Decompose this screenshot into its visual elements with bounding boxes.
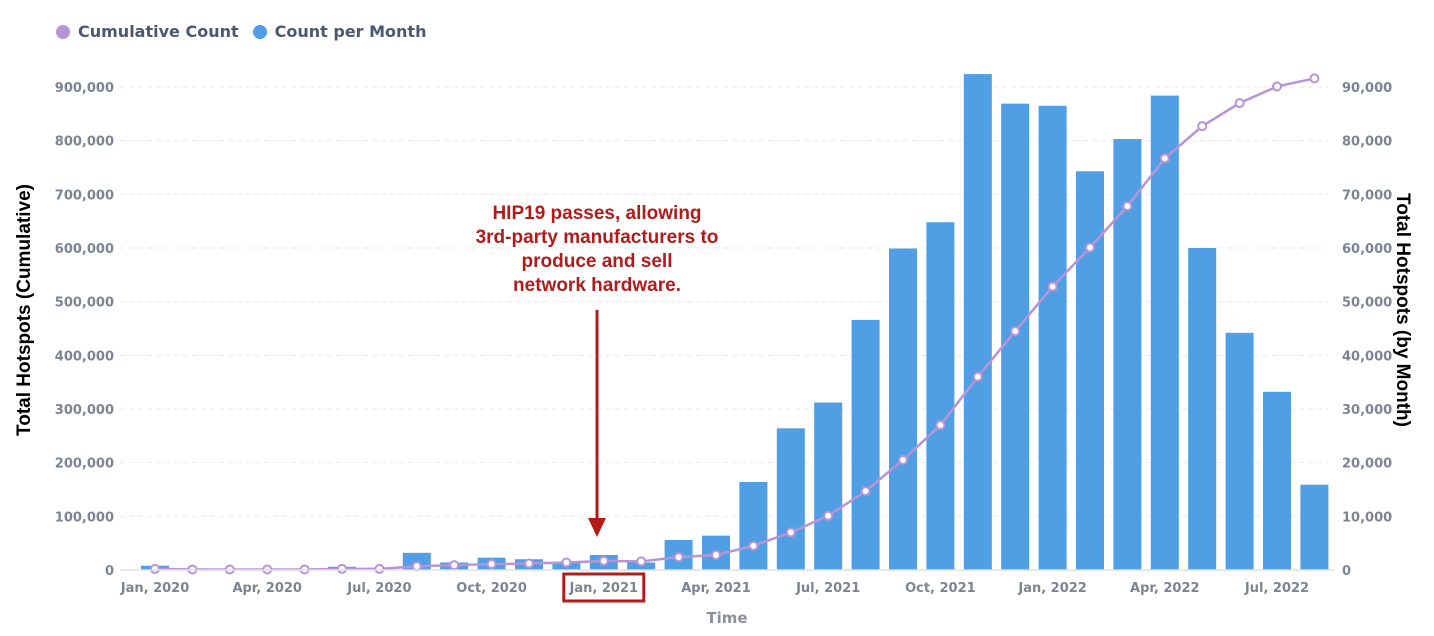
bar bbox=[963, 74, 992, 571]
line-point bbox=[673, 552, 684, 563]
line-point bbox=[524, 558, 534, 569]
line-point bbox=[972, 371, 983, 382]
bar-series-monthly bbox=[141, 74, 1329, 571]
bar bbox=[776, 428, 805, 570]
y-tick-label-right: 0 bbox=[1342, 564, 1351, 579]
x-tick-label: Apr, 2022 bbox=[1130, 581, 1200, 596]
line-point bbox=[1047, 281, 1058, 292]
highlight-box bbox=[562, 572, 646, 603]
annotation: HIP19 passes, allowing 3rd-party manufact… bbox=[476, 203, 719, 537]
y-tick-label-right: 10,000 bbox=[1342, 510, 1392, 525]
line-point bbox=[711, 549, 721, 560]
x-tick-label: Jul, 2020 bbox=[346, 581, 411, 596]
bar bbox=[1188, 248, 1217, 570]
y-tick-label-left: 300,000 bbox=[55, 403, 114, 418]
bar bbox=[1038, 105, 1067, 571]
line-series-cumulative bbox=[150, 73, 1320, 575]
line-point bbox=[1122, 201, 1133, 212]
line-point bbox=[1309, 73, 1320, 84]
y-tick-label-left: 500,000 bbox=[55, 296, 114, 311]
line-point bbox=[411, 561, 422, 572]
line-point bbox=[860, 486, 871, 497]
legend-swatch-cumulative bbox=[56, 24, 70, 39]
legend: Cumulative Count Count per Month bbox=[56, 22, 426, 41]
bar bbox=[1001, 103, 1030, 571]
line-point bbox=[1197, 121, 1208, 132]
gridlines bbox=[120, 86, 1328, 517]
y-tick-label-left: 900,000 bbox=[55, 81, 114, 96]
bar bbox=[1150, 95, 1179, 570]
line-point bbox=[561, 557, 572, 568]
bar bbox=[1300, 484, 1329, 570]
x-axis-label: Time bbox=[706, 609, 747, 627]
line-point bbox=[598, 555, 609, 566]
line-point bbox=[1159, 153, 1170, 164]
bar bbox=[739, 481, 768, 570]
line-point bbox=[898, 454, 908, 465]
x-tick-label: Jan, 2022 bbox=[1017, 581, 1087, 596]
line-point bbox=[748, 540, 759, 551]
annotation-text-line: HIP19 passes, allowing bbox=[492, 203, 701, 224]
legend-label-cumulative: Cumulative Count bbox=[78, 22, 239, 41]
line-point bbox=[1085, 242, 1095, 253]
legend-item-cumulative[interactable]: Cumulative Count bbox=[56, 22, 239, 41]
x-tick-label: Apr, 2020 bbox=[232, 581, 302, 596]
y-tick-label-right: 80,000 bbox=[1342, 135, 1392, 150]
x-tick-label: Apr, 2021 bbox=[681, 581, 751, 596]
x-tick-label: Jul, 2021 bbox=[795, 581, 860, 596]
y-tick-label-right: 90,000 bbox=[1342, 81, 1392, 96]
y-tick-label-left: 700,000 bbox=[55, 188, 114, 203]
x-tick-label: Oct, 2020 bbox=[456, 581, 527, 596]
y-tick-label-right: 20,000 bbox=[1342, 457, 1392, 472]
line-point bbox=[486, 559, 497, 570]
line-point bbox=[337, 563, 347, 574]
y-tick-label-left: 600,000 bbox=[55, 242, 114, 257]
y-tick-label-left: 0 bbox=[105, 564, 114, 579]
bar bbox=[889, 248, 917, 570]
line-point bbox=[1272, 81, 1282, 92]
y-tick-label-left: 200,000 bbox=[55, 457, 114, 472]
line-point bbox=[1234, 98, 1245, 109]
bar bbox=[1263, 391, 1291, 570]
line-point bbox=[935, 420, 946, 431]
y-tick-label-right: 30,000 bbox=[1342, 403, 1392, 418]
x-tick-label: Jul, 2022 bbox=[1244, 581, 1309, 596]
annotation-arrow-head bbox=[588, 518, 606, 537]
legend-label-monthly: Count per Month bbox=[274, 22, 427, 41]
y-tick-label-left: 800,000 bbox=[55, 135, 114, 150]
line-point bbox=[785, 527, 796, 538]
bar bbox=[851, 319, 880, 570]
x-tick-label: Oct, 2021 bbox=[905, 581, 976, 596]
bar bbox=[1076, 171, 1104, 571]
line-point bbox=[1010, 326, 1021, 337]
y-tick-label-right: 60,000 bbox=[1342, 242, 1392, 257]
y-tick-label-left: 400,000 bbox=[55, 349, 114, 364]
line-point bbox=[374, 563, 385, 574]
y-axis-label-right: Total Hotspots (by Month) bbox=[1392, 193, 1413, 427]
line-point bbox=[150, 563, 160, 574]
bar bbox=[926, 222, 955, 571]
y-tick-label-right: 70,000 bbox=[1342, 188, 1392, 203]
line-point bbox=[636, 556, 647, 567]
y-tick-label-right: 40,000 bbox=[1342, 349, 1392, 364]
legend-item-monthly[interactable]: Count per Month bbox=[252, 22, 427, 41]
y-tick-label-right: 50,000 bbox=[1342, 296, 1392, 311]
bar bbox=[814, 402, 843, 570]
bar bbox=[1225, 332, 1254, 570]
y-tick-label-left: 100,000 bbox=[55, 510, 114, 525]
cumulative-line bbox=[154, 77, 1315, 571]
x-tick-label: Jan, 2020 bbox=[120, 581, 190, 596]
line-point bbox=[449, 560, 460, 571]
x-tick-label: Jan, 2021 bbox=[569, 581, 639, 596]
axes: 0 0 100,000 10,000 200,000 20,000 300,000 30,00… bbox=[55, 81, 1392, 603]
annotation-text-line: produce and sell bbox=[522, 251, 673, 272]
y-axis-label-left: Total Hotspots (Cumulative) bbox=[14, 184, 35, 436]
line-point bbox=[823, 510, 834, 521]
annotation-text-line: network hardware. bbox=[513, 275, 681, 296]
legend-swatch-monthly bbox=[252, 24, 267, 39]
annotation-text-line: 3rd-party manufacturers to bbox=[476, 227, 719, 248]
